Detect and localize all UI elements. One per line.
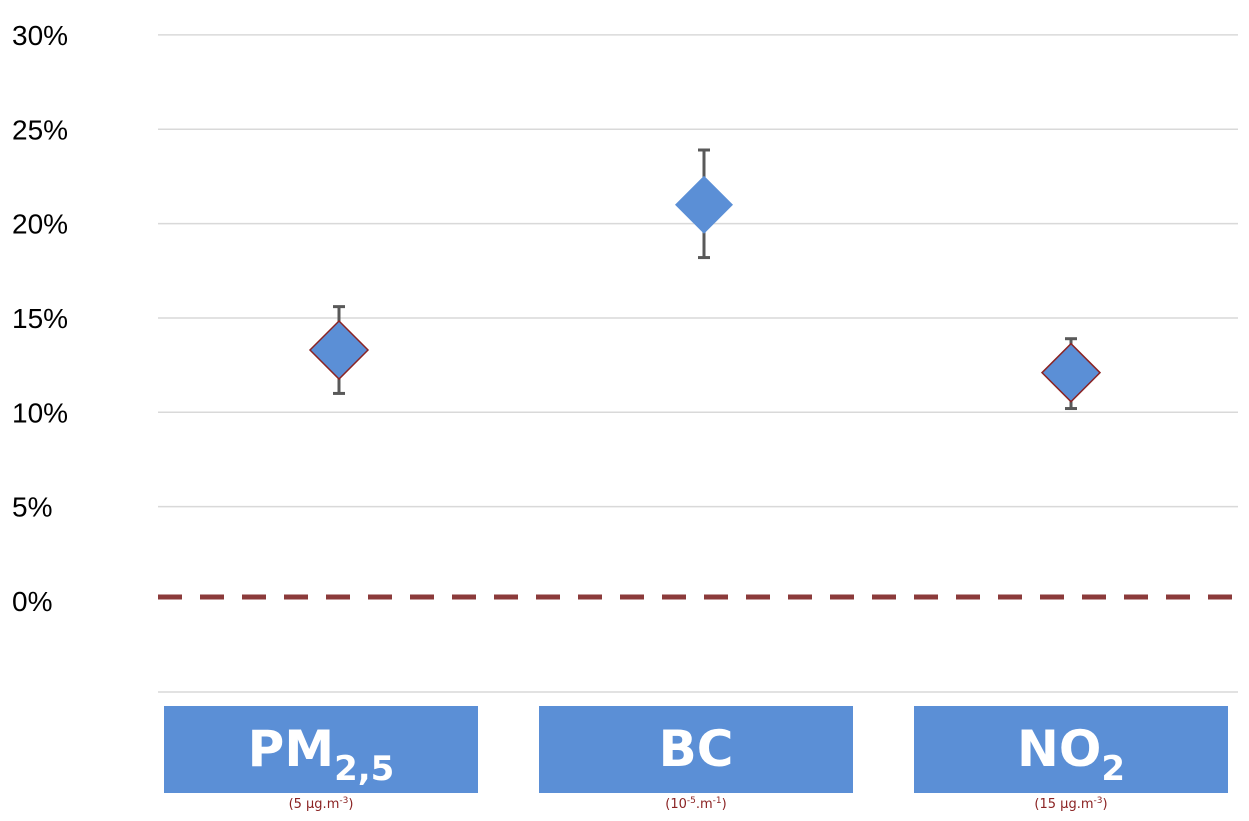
unit-text-end: ): [348, 797, 354, 812]
unit-text-end: .m-1): [695, 796, 727, 813]
unit-text-end: ): [1102, 797, 1108, 812]
data-markers: [308, 175, 1102, 403]
category-name-subscript: 2,5: [334, 749, 395, 789]
category-name-main: NO: [1016, 720, 1102, 778]
category-box-no2: NO2: [914, 706, 1228, 793]
category-name-bc: BC: [539, 714, 853, 784]
y-tick-label: 10%: [12, 397, 68, 428]
y-tick-label: 15%: [12, 303, 68, 334]
y-tick-label: 25%: [12, 114, 68, 145]
category-box-bc: BC: [539, 706, 853, 793]
unit-text: (15 µg.m: [1034, 797, 1094, 812]
unit-superscript: -3: [1093, 796, 1103, 806]
data-point-marker: [1040, 342, 1102, 403]
category-name-no2: NO2: [914, 714, 1228, 786]
unit-text: (5 µg.m: [288, 797, 340, 812]
category-name-main: PM: [247, 720, 335, 778]
category-name-pm25: PM2,5: [164, 714, 478, 786]
category-unit-bc: (10-5.m-1): [539, 796, 853, 813]
category-unit-pm25: (5 µg.m-3): [164, 796, 478, 813]
unit-superscript: -1: [712, 796, 722, 806]
data-point-marker: [308, 319, 370, 381]
unit-text: (10: [665, 797, 687, 812]
y-tick-label: 20%: [12, 209, 68, 240]
category-name-main: BC: [658, 720, 734, 778]
y-tick-label: 30%: [12, 20, 68, 51]
unit-superscript: -5: [686, 796, 696, 806]
data-point-marker: [675, 175, 733, 234]
y-tick-label: 0%: [12, 586, 52, 617]
category-unit-no2: (15 µg.m-3): [914, 796, 1228, 813]
category-name-subscript: 2: [1101, 749, 1126, 789]
y-tick-label: 5%: [12, 492, 52, 523]
category-box-pm25: PM2,5: [164, 706, 478, 793]
y-axis-tick-labels: 30% 25% 20% 15% 10% 5% 0%: [12, 20, 68, 617]
unit-superscript: -3: [339, 796, 349, 806]
